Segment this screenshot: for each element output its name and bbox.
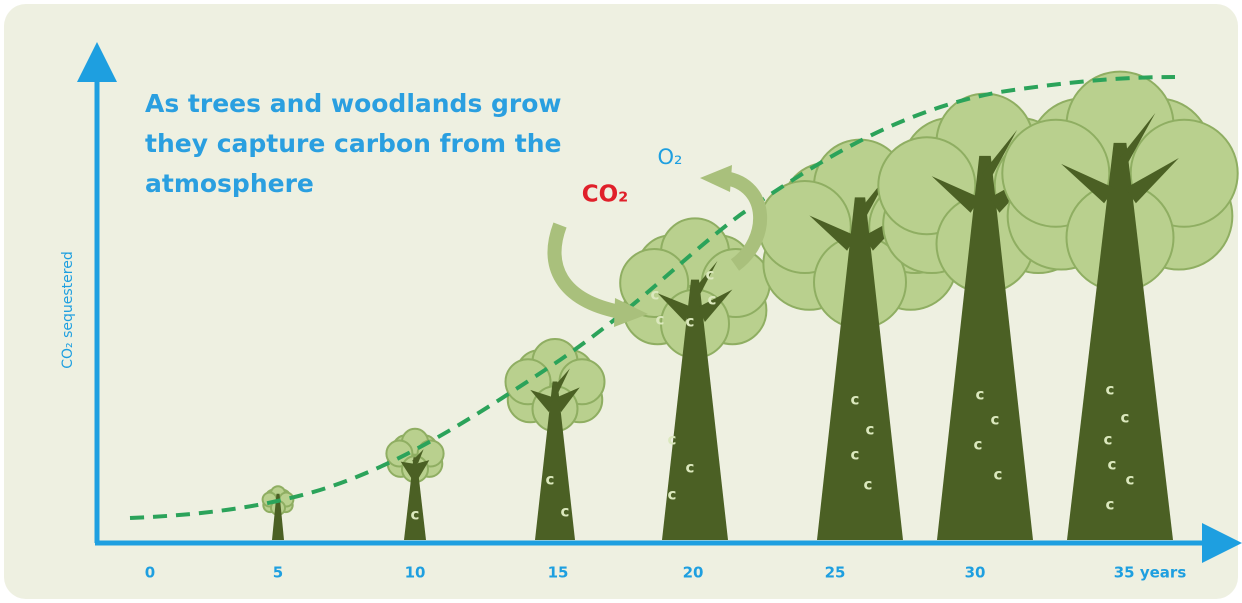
- carbon-symbol: c: [851, 391, 860, 409]
- y-axis-label: CO₂ sequestered: [60, 251, 76, 368]
- carbon-symbol: c: [561, 503, 570, 521]
- carbon-symbol: c: [1121, 409, 1130, 427]
- o2-label: O₂: [658, 145, 683, 169]
- x-tick-label: 30: [965, 564, 986, 582]
- carbon-symbol: c: [976, 386, 985, 404]
- x-tick-label: 5: [273, 564, 283, 582]
- carbon-symbol: c: [668, 431, 677, 449]
- carbon-symbol: c: [668, 486, 677, 504]
- carbon-symbol: c: [864, 476, 873, 494]
- carbon-symbol: c: [991, 411, 1000, 429]
- carbon-symbol: c: [1126, 471, 1135, 489]
- x-tick-label: 15: [548, 564, 569, 582]
- carbon-symbol: c: [994, 466, 1003, 484]
- carbon-symbol: c: [411, 506, 420, 524]
- x-tick-label: 20: [683, 564, 704, 582]
- carbon-symbol: c: [851, 446, 860, 464]
- carbon-symbol: c: [708, 291, 717, 309]
- carbon-symbol: c: [1106, 381, 1115, 399]
- carbon-symbol: c: [1108, 456, 1117, 474]
- x-tick-label: 25: [825, 564, 846, 582]
- co2-label: CO₂: [582, 182, 629, 208]
- page: {"header": {"title_lines": ["As trees an…: [0, 0, 1242, 603]
- title-line: they capture carbon from the: [145, 129, 561, 158]
- carbon-symbol: c: [706, 266, 715, 284]
- carbon-symbol: c: [686, 313, 695, 331]
- carbon-symbol: c: [656, 311, 665, 329]
- diagram: ccccccccccccccccccccccccc CO₂ sequestere…: [0, 0, 1242, 603]
- carbon-symbol: c: [1104, 431, 1113, 449]
- title-line: atmosphere: [145, 169, 314, 198]
- carbon-symbol: c: [974, 436, 983, 454]
- carbon-symbol: c: [546, 471, 555, 489]
- title-line: As trees and woodlands grow: [145, 89, 562, 118]
- carbon-symbol: c: [686, 459, 695, 477]
- x-tick-label: 10: [405, 564, 426, 582]
- x-tick-label: 35 years: [1114, 564, 1187, 582]
- carbon-symbol: c: [866, 421, 875, 439]
- x-tick-label: 0: [145, 564, 155, 582]
- carbon-symbol: c: [1106, 496, 1115, 514]
